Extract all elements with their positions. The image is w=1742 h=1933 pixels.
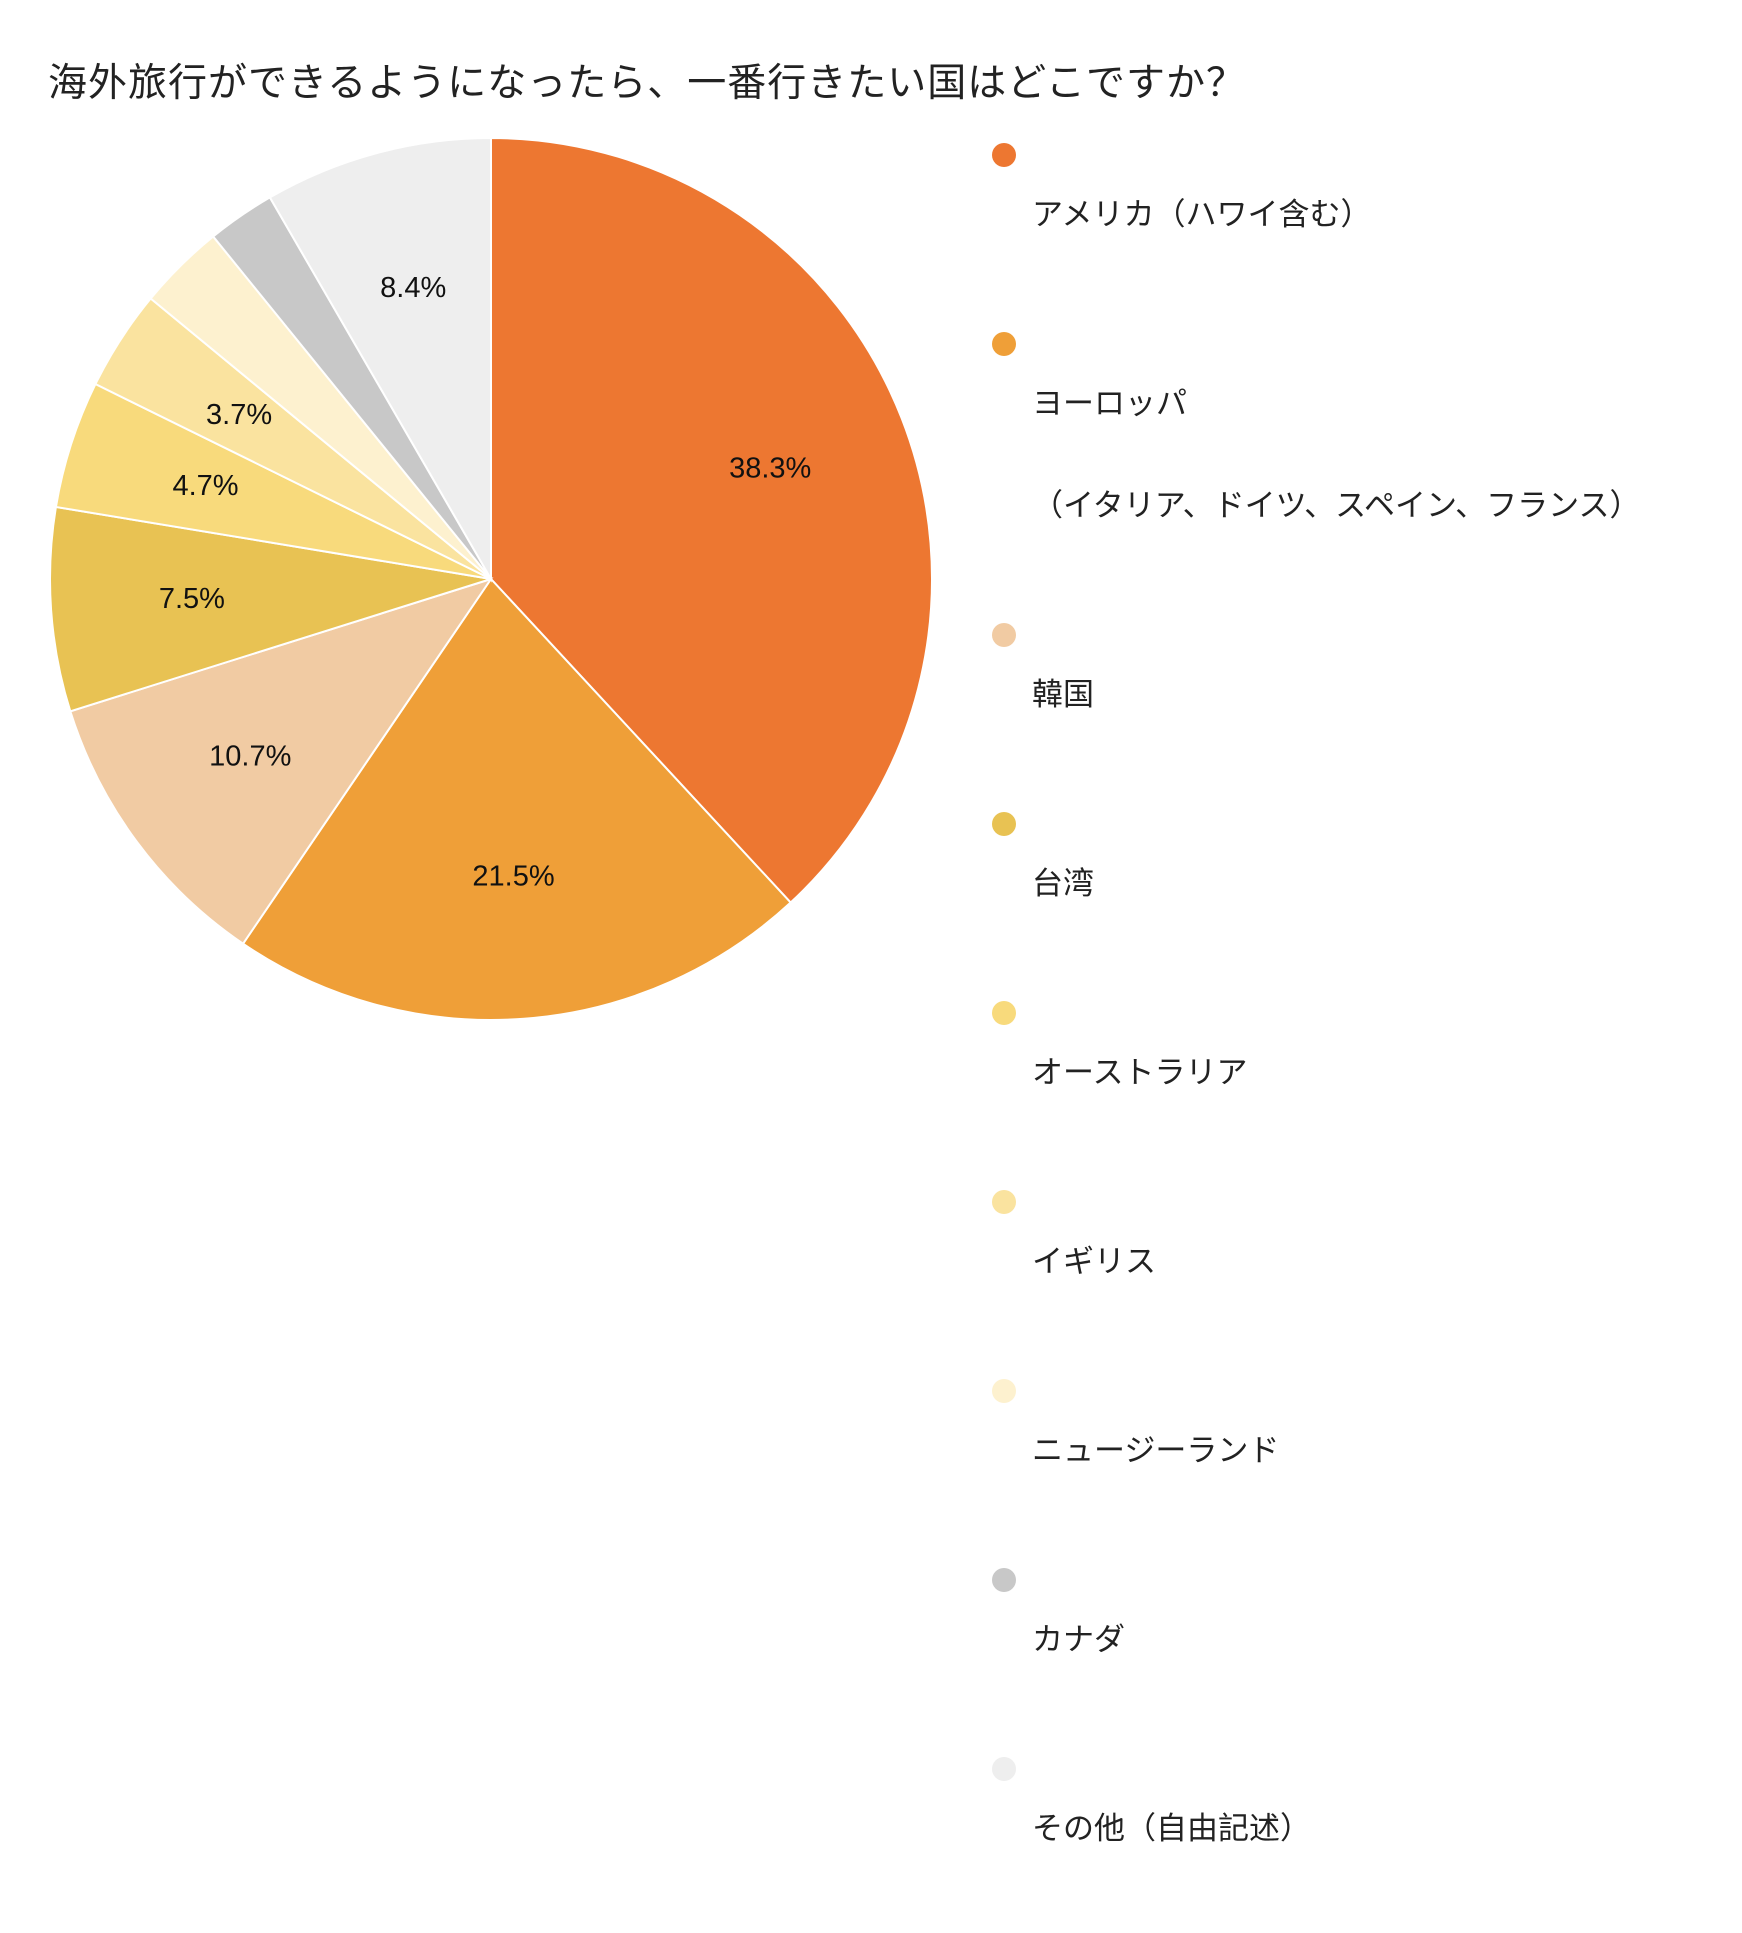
- legend-label-line: 台湾: [1032, 866, 1094, 902]
- legend-label: 韓国: [1032, 610, 1094, 780]
- legend-item: ヨーロッパ （イタリア、ドイツ、スペイン、フランス）: [992, 319, 1641, 591]
- slice-data-label: 10.7%: [209, 741, 291, 773]
- legend-label: 台湾: [1032, 799, 1094, 969]
- legend-label: イギリス: [1032, 1177, 1156, 1347]
- legend-swatch: [992, 1568, 1016, 1592]
- pie-slice: [268, 136, 492, 583]
- legend-swatch: [992, 143, 1016, 167]
- legend-item: アメリカ（ハワイ含む）: [992, 130, 1641, 300]
- slice-data-label: 3.7%: [206, 399, 272, 431]
- legend-swatch: [992, 623, 1016, 647]
- legend-label: オーストラリア: [1032, 988, 1247, 1158]
- legend-label-line: ヨーロッパ: [1032, 386, 1187, 422]
- legend-label: カナダ: [1032, 1555, 1125, 1725]
- legend-label-line2: （イタリア、ドイツ、スペイン、フランス）: [1032, 488, 1641, 524]
- legend-swatch: [992, 1379, 1016, 1403]
- slice-data-label: 8.4%: [380, 272, 446, 304]
- legend-swatch: [992, 812, 1016, 836]
- legend-swatch: [992, 1190, 1016, 1214]
- slice-data-label: 7.5%: [159, 583, 225, 615]
- legend-label-line: ニュージーランド: [1032, 1433, 1280, 1469]
- legend: アメリカ（ハワイ含む） ヨーロッパ （イタリア、ドイツ、スペイン、フランス） 韓…: [992, 130, 1641, 1933]
- chart-title: 海外旅行ができるようになったら、一番行きたい国はどこですか？: [48, 61, 1247, 106]
- legend-item: ニュージーランド: [992, 1366, 1641, 1536]
- legend-label-line: イギリス: [1032, 1244, 1156, 1280]
- legend-label-line: その他（自由記述）: [1032, 1811, 1311, 1847]
- pie-slice: [241, 577, 793, 1021]
- pie-chart: 38.3% 21.5% 10.7% 7.5% 4.7% 3.7% 8.4%: [49, 136, 933, 1021]
- legend-item: イギリス: [992, 1177, 1641, 1347]
- pie-slice: [490, 136, 933, 904]
- legend-swatch: [992, 1757, 1016, 1781]
- legend-item: 台湾: [992, 799, 1641, 969]
- legend-label: アメリカ（ハワイ含む）: [1032, 130, 1371, 300]
- legend-item: オーストラリア: [992, 988, 1641, 1158]
- slice-data-label: 21.5%: [472, 861, 554, 893]
- legend-item: 韓国: [992, 610, 1641, 780]
- legend-label-line: オーストラリア: [1032, 1055, 1248, 1091]
- slice-data-label: 38.3%: [729, 452, 811, 484]
- pie-slice: [69, 577, 494, 946]
- legend-label: その他（自由記述）: [1032, 1744, 1311, 1914]
- legend-swatch: [992, 332, 1016, 356]
- legend-item: その他（自由記述）: [992, 1744, 1641, 1914]
- legend-label-line: カナダ: [1032, 1622, 1125, 1658]
- legend-swatch: [992, 1001, 1016, 1025]
- legend-label-line: アメリカ（ハワイ含む）: [1032, 197, 1372, 233]
- legend-item: カナダ: [992, 1555, 1641, 1725]
- legend-label: ヨーロッパ （イタリア、ドイツ、スペイン、フランス）: [1032, 319, 1641, 591]
- legend-label: ニュージーランド: [1032, 1366, 1279, 1536]
- slice-data-label: 4.7%: [172, 470, 238, 502]
- pie-slice: [49, 505, 492, 713]
- legend-label-line: 韓国: [1032, 677, 1094, 713]
